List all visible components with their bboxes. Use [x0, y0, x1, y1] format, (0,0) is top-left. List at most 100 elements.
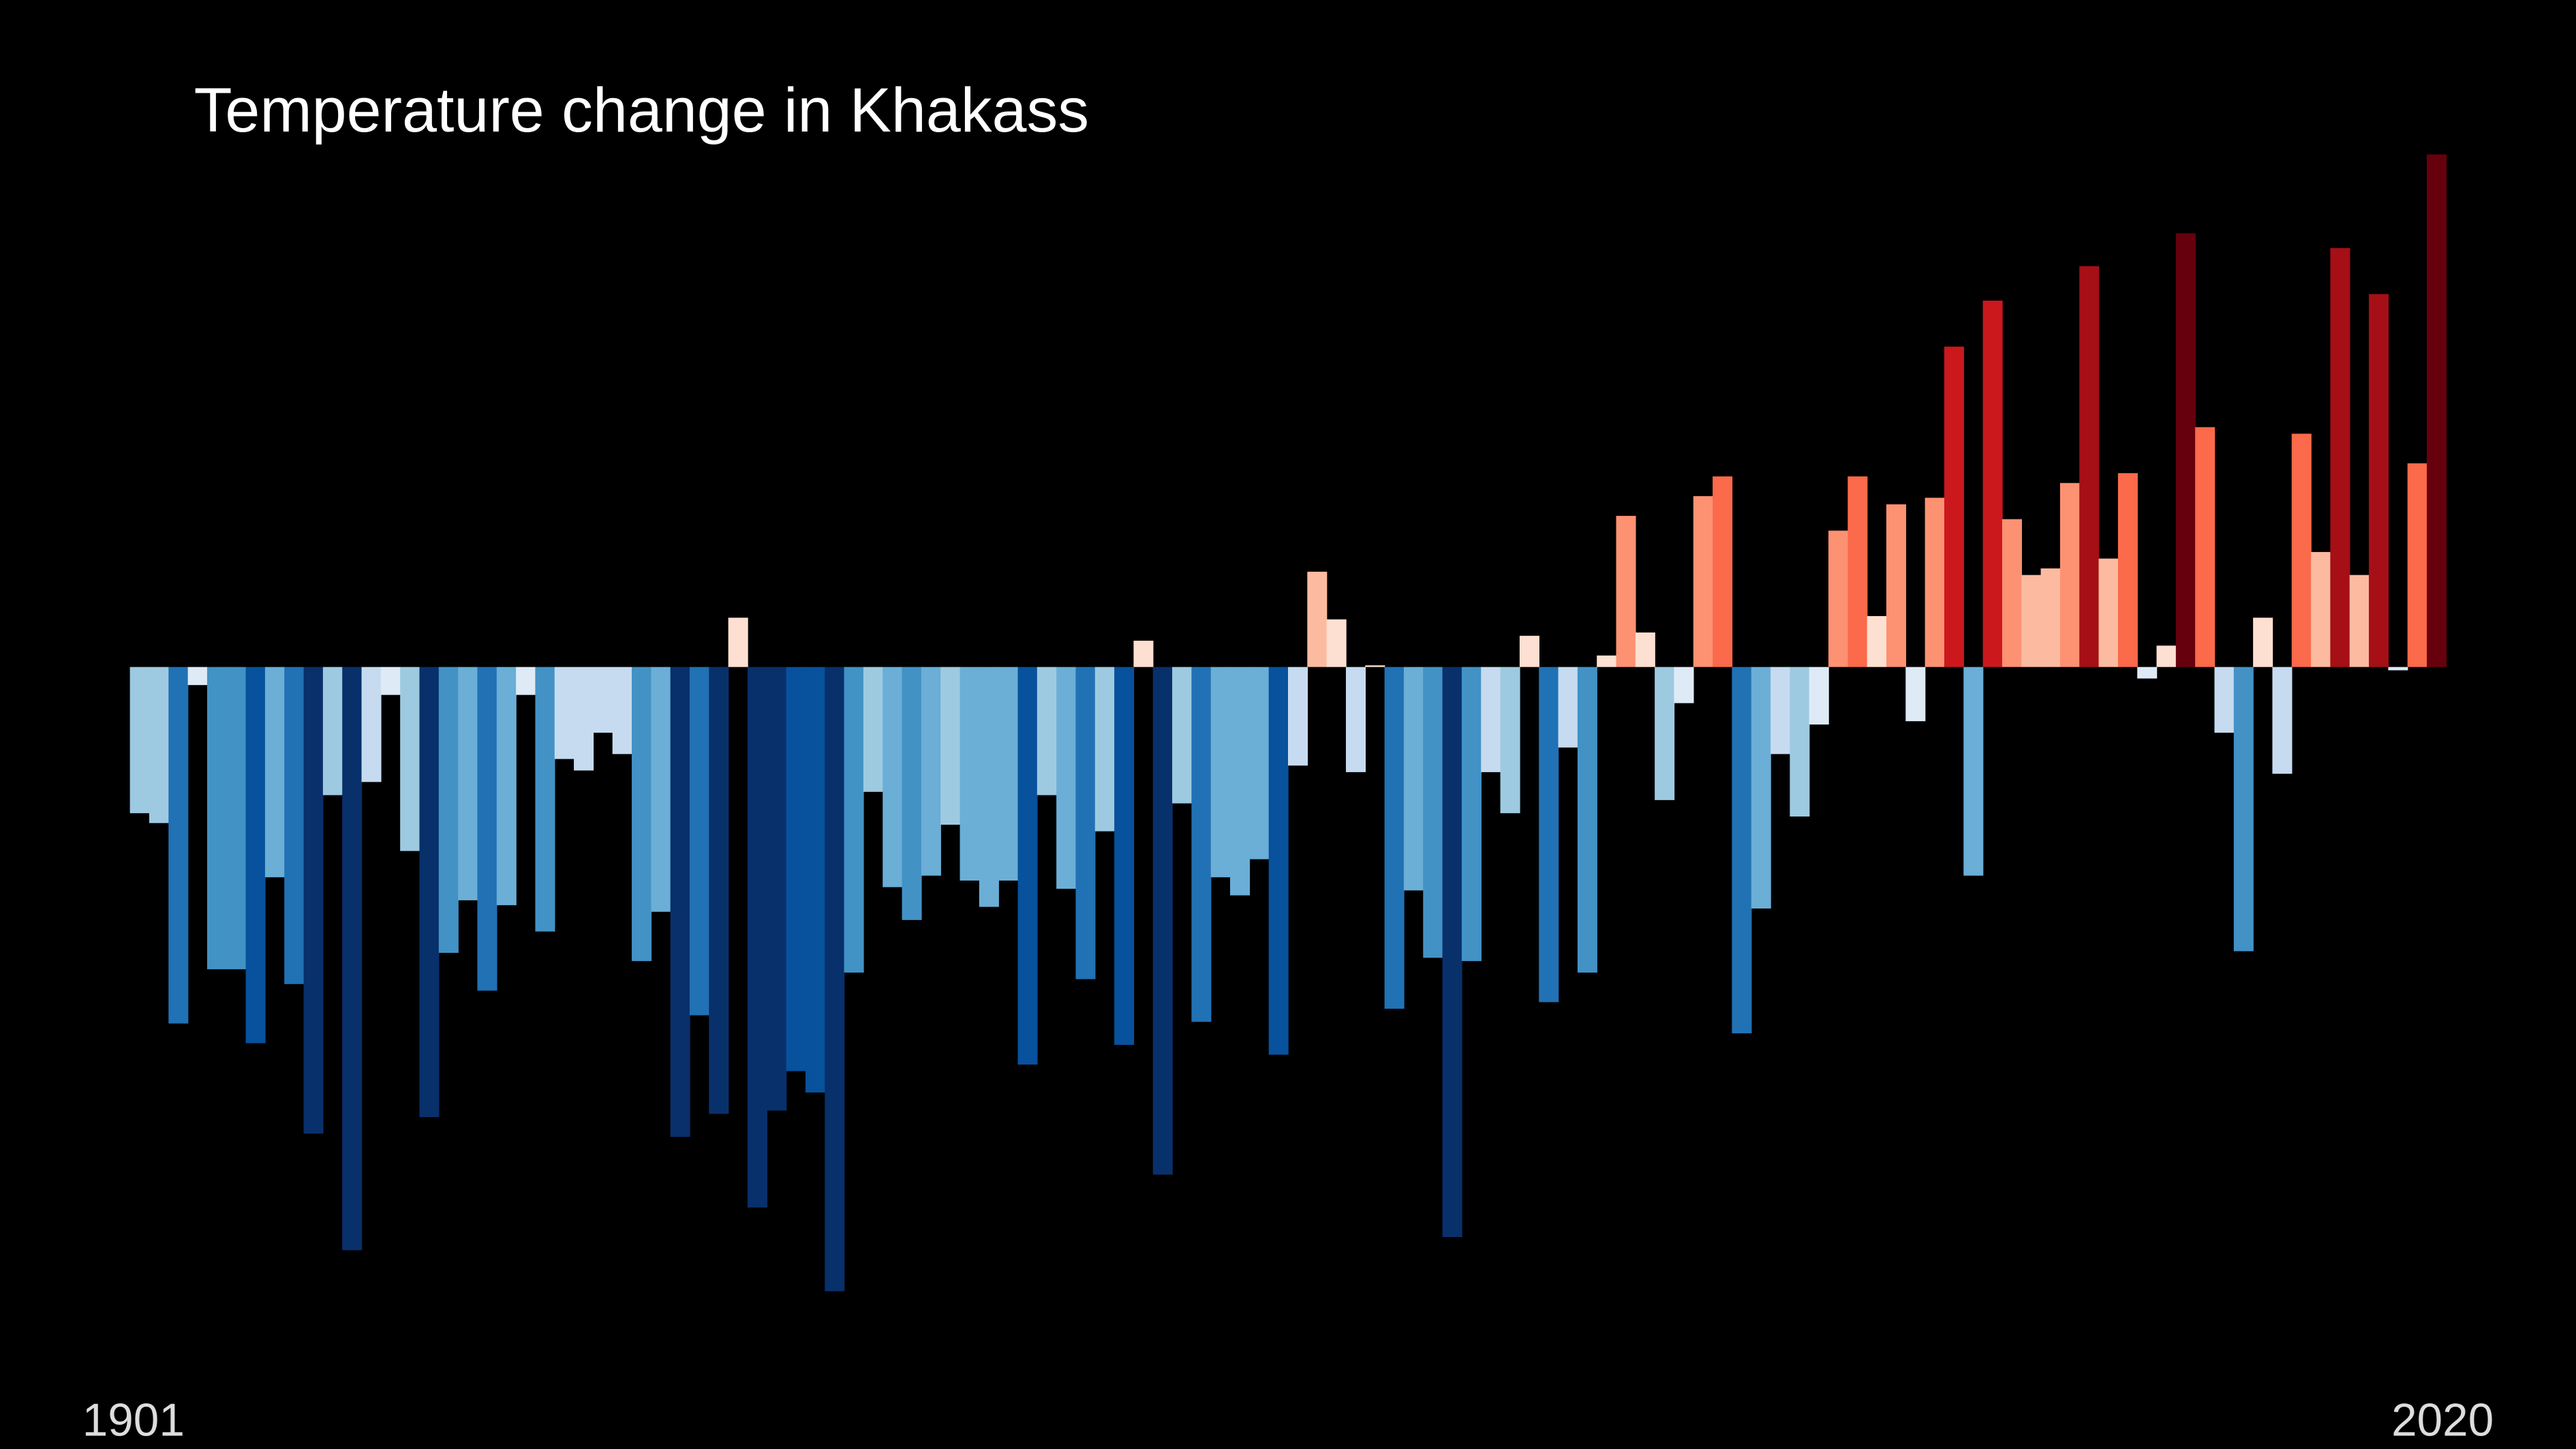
bar	[264, 667, 285, 878]
bar	[1770, 667, 1791, 754]
bar	[1597, 655, 1617, 667]
bar	[1075, 667, 1096, 979]
bar	[2175, 233, 2196, 667]
bar	[2156, 645, 2177, 667]
bar	[458, 667, 478, 900]
bar	[2002, 519, 2022, 667]
bar	[1403, 667, 1424, 891]
bar	[2272, 667, 2293, 774]
bar	[1442, 667, 1462, 1238]
bar	[2233, 667, 2254, 951]
bar	[303, 667, 324, 1134]
bar	[2137, 667, 2158, 679]
bar	[2021, 575, 2042, 667]
bar	[1288, 667, 1308, 766]
bar	[632, 667, 652, 962]
bar	[574, 667, 594, 771]
bar	[1133, 641, 1154, 667]
bar	[1886, 504, 1907, 667]
bar	[284, 667, 305, 984]
bar	[168, 667, 189, 1024]
bar	[1616, 515, 1636, 667]
bar	[400, 667, 420, 851]
bar	[2098, 558, 2119, 667]
bar	[825, 667, 845, 1292]
bar	[1191, 667, 1212, 1022]
bar	[1094, 667, 1115, 832]
bar	[245, 667, 266, 1043]
bar	[1635, 632, 1655, 667]
bar	[2407, 463, 2427, 667]
bar	[883, 667, 903, 887]
year-label: 2020	[2391, 1395, 2494, 1446]
bar	[1017, 667, 1038, 1065]
bar	[1558, 667, 1578, 748]
bar	[1828, 530, 1849, 667]
bar	[1230, 667, 1251, 896]
bar	[2349, 575, 2370, 667]
bar	[1790, 667, 1810, 817]
bar	[1809, 667, 1829, 724]
bar	[2195, 427, 2215, 667]
bar	[342, 667, 363, 1251]
bar	[728, 617, 748, 667]
bar	[1481, 667, 1501, 772]
bar	[844, 667, 864, 973]
bar	[1539, 667, 1559, 1003]
bar	[1423, 667, 1443, 958]
bar	[2253, 617, 2273, 667]
bar	[2214, 667, 2235, 733]
bar	[554, 667, 574, 759]
bar	[1037, 667, 1057, 795]
bar	[651, 667, 671, 912]
bar	[960, 667, 980, 881]
bar	[863, 667, 883, 792]
bar	[535, 667, 555, 932]
bar	[979, 667, 999, 907]
bar	[805, 667, 825, 1093]
bar	[1384, 667, 1405, 1009]
bar	[516, 667, 536, 695]
bar	[187, 667, 208, 686]
bar	[129, 667, 150, 814]
bar	[1944, 346, 1965, 667]
bar	[1982, 301, 2003, 667]
bar	[1268, 667, 1289, 1055]
bar	[1655, 667, 1675, 800]
bar	[149, 667, 170, 823]
bar	[1674, 667, 1694, 703]
bar	[1210, 667, 1231, 878]
bar	[1114, 667, 1135, 1046]
bar	[1461, 667, 1482, 962]
bar	[2040, 568, 2061, 667]
bar	[1152, 667, 1173, 1175]
bar	[709, 667, 729, 1114]
bar	[438, 667, 459, 954]
bar	[2369, 294, 2389, 667]
bar	[2079, 266, 2100, 667]
bar	[2330, 247, 2350, 667]
chart-title: Temperature change in Khakass	[194, 76, 1089, 145]
bar	[1249, 667, 1270, 859]
bar	[1847, 476, 1868, 667]
bar	[786, 667, 806, 1071]
bar	[1056, 667, 1077, 889]
bar	[1925, 498, 1945, 667]
bar	[2388, 667, 2408, 671]
bar	[1905, 667, 1926, 722]
bar	[940, 667, 961, 825]
bar	[2427, 154, 2447, 667]
bar	[2117, 473, 2138, 667]
bar	[670, 667, 690, 1138]
year-label: 1901	[82, 1395, 185, 1446]
bar	[921, 667, 941, 876]
bar	[690, 667, 710, 1016]
bar	[998, 667, 1019, 881]
bar	[477, 667, 497, 991]
bar	[1867, 615, 1887, 667]
bar	[747, 667, 768, 1208]
bar	[1751, 667, 1771, 909]
bar	[1732, 667, 1752, 1034]
bar	[612, 667, 632, 754]
